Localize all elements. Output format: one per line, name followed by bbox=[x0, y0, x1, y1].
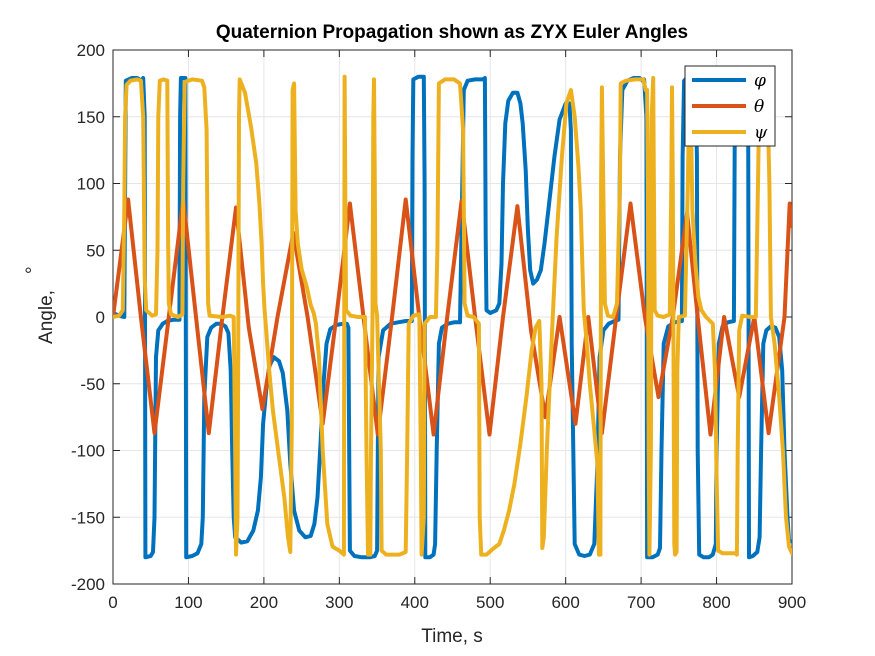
series-line-1 bbox=[113, 74, 792, 560]
y-tick-label: 150 bbox=[77, 108, 105, 127]
x-axis-label: Time, s bbox=[421, 626, 483, 647]
y-axis-label: Angle, bbox=[36, 290, 57, 344]
y-axis-unit: ° bbox=[23, 266, 44, 274]
y-tick-label: 50 bbox=[86, 241, 105, 260]
x-tick-label: 400 bbox=[401, 593, 429, 612]
y-tick-label: -100 bbox=[71, 442, 105, 461]
x-tick-label: 300 bbox=[325, 593, 353, 612]
legend-label-2: θ bbox=[754, 97, 764, 117]
axis-ticks: 0 100 200 300 400 500 600 700 800 900-200-150-100… bbox=[71, 41, 806, 612]
y-tick-label: -150 bbox=[71, 508, 105, 527]
x-tick-label: 900 bbox=[778, 593, 806, 612]
series-line-3 bbox=[113, 74, 792, 557]
y-tick-label: -50 bbox=[80, 375, 105, 394]
x-tick-label: 600 bbox=[551, 593, 579, 612]
series-line-2 bbox=[113, 197, 792, 437]
chart-title: Quaternion Propagation shown as ZYX Eule… bbox=[216, 22, 688, 43]
y-tick-label: 0 bbox=[96, 308, 105, 327]
x-tick-label: 700 bbox=[627, 593, 655, 612]
x-tick-label: 500 bbox=[476, 593, 504, 612]
legend-label-3: ψ bbox=[754, 123, 768, 143]
series-layer bbox=[113, 74, 792, 560]
legend-label-1: φ bbox=[754, 71, 766, 91]
legend: φθψ bbox=[684, 65, 776, 147]
y-tick-label: 200 bbox=[77, 41, 105, 60]
y-tick-label: -200 bbox=[71, 575, 105, 594]
x-tick-label: 800 bbox=[702, 593, 730, 612]
y-tick-label: 100 bbox=[77, 175, 105, 194]
y-axis-label-group: Angle, ° bbox=[23, 266, 57, 344]
x-tick-label: 200 bbox=[250, 593, 278, 612]
x-tick-label: 0 bbox=[108, 593, 117, 612]
x-tick-label: 100 bbox=[174, 593, 202, 612]
